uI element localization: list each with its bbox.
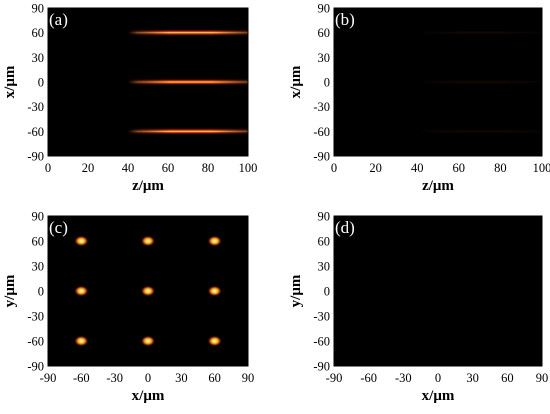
- ytick-label: -90: [27, 150, 44, 164]
- xtick-label: 100: [239, 161, 258, 175]
- beam-a-0: [128, 28, 248, 37]
- ytick-label: -60: [313, 335, 330, 349]
- spot-c-4: [140, 285, 156, 297]
- ytick-label: -30: [27, 100, 44, 114]
- xtick-label: 0: [145, 371, 151, 385]
- panel-a: 0 20 40 60 80 100 90 60 30 0 -30 -60 -90 z/μm x/μm (a): [2, 2, 257, 195]
- ytick-label: 60: [318, 26, 331, 40]
- xtick-label: 20: [369, 161, 382, 175]
- xtick-label: 30: [466, 371, 479, 385]
- ytick-label: -60: [27, 335, 44, 349]
- ytick-label: -90: [313, 150, 330, 164]
- ytick-label: 0: [324, 285, 330, 299]
- ytick-label: -60: [313, 125, 330, 139]
- y-axis-label: y/μm: [288, 274, 304, 307]
- beam-b-2: [417, 127, 542, 136]
- ytick-label: 60: [318, 235, 331, 249]
- xtick-label: 60: [453, 161, 466, 175]
- xtick-label: 60: [501, 371, 514, 385]
- beam-a-1: [128, 78, 248, 86]
- xtick-label: 80: [202, 161, 215, 175]
- beam-b-0: [417, 28, 542, 37]
- panel-d: -90 -60 -30 0 30 60 90 90 60 30 0 -30 -60 -90 x/μm y/μm…: [288, 210, 548, 405]
- panel-label: (d): [335, 218, 355, 237]
- xtick-label: 0: [435, 371, 441, 385]
- xtick-label: -90: [326, 371, 343, 385]
- spot-c-5: [207, 285, 223, 297]
- xtick-label: -60: [73, 371, 90, 385]
- spot-c-8: [207, 335, 223, 347]
- ytick-label: -60: [27, 125, 44, 139]
- ytick-label: 30: [32, 51, 45, 65]
- ytick-label: 0: [324, 76, 330, 90]
- ytick-label: 60: [32, 235, 45, 249]
- xtick-label: 20: [82, 161, 95, 175]
- ytick-label: 60: [32, 26, 45, 40]
- xtick-label: -30: [395, 371, 412, 385]
- ytick-label: 30: [32, 260, 45, 274]
- ytick-label: 90: [318, 210, 331, 224]
- xtick-label: 100: [533, 161, 550, 175]
- ytick-label: 30: [318, 260, 331, 274]
- ytick-label: 0: [38, 285, 44, 299]
- spot-c-6: [74, 335, 89, 347]
- ytick-label: -90: [313, 360, 330, 374]
- ytick-label: -90: [27, 360, 44, 374]
- beam-b-1: [417, 78, 542, 86]
- xtick-label: 90: [242, 371, 255, 385]
- ytick-label: 90: [32, 210, 45, 224]
- x-axis-label: x/μm: [422, 388, 455, 404]
- ytick-label: -30: [313, 310, 330, 324]
- xtick-label: -90: [40, 371, 57, 385]
- y-axis-label: x/μm: [288, 65, 304, 98]
- spot-c-0: [74, 235, 89, 247]
- xtick-label: 60: [208, 371, 221, 385]
- ytick-label: 90: [318, 2, 331, 16]
- spot-c-1: [140, 235, 156, 247]
- xtick-label: 40: [122, 161, 135, 175]
- y-axis-label: x/μm: [2, 65, 18, 98]
- ytick-label: 0: [38, 76, 44, 90]
- y-axis-label: y/μm: [2, 274, 18, 307]
- xtick-label: 0: [45, 161, 51, 175]
- spot-c-2: [207, 235, 223, 247]
- xtick-label: 40: [411, 161, 424, 175]
- xtick-label: -60: [360, 371, 377, 385]
- xtick-label: -30: [106, 371, 123, 385]
- xtick-label: 80: [494, 161, 507, 175]
- ytick-label: 90: [32, 2, 45, 16]
- ytick-label: -30: [313, 100, 330, 114]
- xtick-label: 60: [162, 161, 175, 175]
- ytick-label: -30: [27, 310, 44, 324]
- xtick-label: 0: [331, 161, 337, 175]
- panel-label: (b): [335, 10, 355, 29]
- spot-c-7: [140, 335, 156, 347]
- x-axis-label: x/μm: [132, 388, 165, 404]
- xtick-label: 30: [175, 371, 188, 385]
- spot-c-3: [74, 285, 89, 297]
- xtick-label: 90: [536, 371, 549, 385]
- ytick-label: 30: [318, 51, 331, 65]
- beam-a-2: [128, 127, 248, 136]
- x-axis-label: z/μm: [422, 178, 454, 194]
- plot-area-d: [334, 216, 542, 366]
- panel-c: -90 -60 -30 0 30 60 90 90 60 30 0 -30 -60 -90 x/μm y/μm…: [2, 210, 254, 405]
- panel-label: (c): [49, 218, 68, 237]
- panel-label: (a): [49, 10, 68, 29]
- x-axis-label: z/μm: [132, 178, 164, 194]
- panel-b: 0 20 40 60 80 100 90 60 30 0 -30 -60 -90 z/μm x/μm (b): [288, 2, 550, 195]
